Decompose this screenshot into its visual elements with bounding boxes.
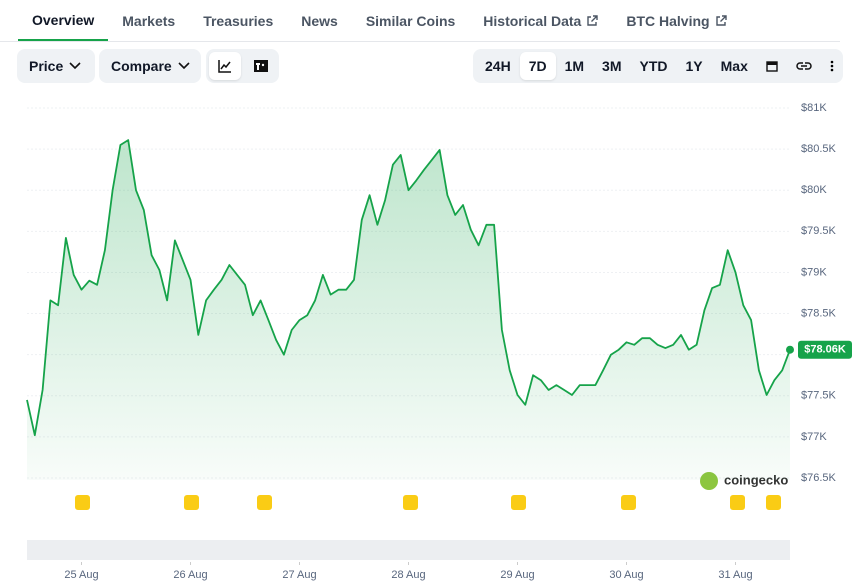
event-icons — [75, 495, 781, 510]
x-tick-label: 30 Aug — [609, 569, 643, 581]
x-tick-label: 26 Aug — [173, 569, 207, 581]
tab[interactable]: News — [287, 0, 352, 41]
range-button[interactable]: 7D — [519, 52, 556, 80]
range-button[interactable]: Max — [712, 52, 757, 80]
tab-label: News — [301, 12, 338, 29]
dropdown[interactable]: Compare — [102, 52, 199, 80]
x-tick-label: 27 Aug — [282, 569, 316, 581]
external-icon — [587, 14, 599, 26]
tab[interactable]: Treasuries — [189, 0, 287, 41]
dropdown-group: Compare — [99, 49, 201, 83]
tab[interactable]: Markets — [108, 0, 189, 41]
chart-style-group — [206, 49, 279, 83]
range-button-label: 3M — [602, 58, 622, 74]
price-area — [27, 140, 790, 480]
range-button-label: Max — [720, 58, 748, 74]
tab[interactable]: BTC Halving — [612, 0, 740, 41]
volume-band — [27, 540, 790, 560]
external-icon — [715, 14, 727, 26]
tradingview-button[interactable] — [245, 52, 277, 80]
y-tick-label: $76.5K — [801, 472, 837, 484]
price-line — [26, 139, 791, 437]
x-tick-label: 25 Aug — [64, 569, 98, 581]
tab-label: Treasuries — [203, 12, 274, 29]
y-tick-label: $81K — [801, 102, 827, 114]
tab-label: Historical Data — [483, 12, 582, 29]
range-button[interactable]: 1M — [556, 52, 593, 80]
tab[interactable]: Historical Data — [469, 0, 612, 41]
last-price-badge — [798, 340, 852, 359]
y-tick-label: $77.5K — [801, 390, 837, 402]
last-price-label: $78.06K — [804, 344, 846, 356]
link-button[interactable] — [787, 52, 821, 80]
toolbar: Price Compare 24H 7D 1M 3M YTD 1Y Max — [17, 49, 843, 83]
tab-bar: Overview Markets Treasuries News Similar Coi… — [0, 0, 840, 42]
range-button[interactable]: YTD — [631, 52, 677, 80]
range-button-label: 7D — [528, 58, 547, 74]
last-point — [786, 345, 794, 354]
y-tick-label: $78.5K — [801, 307, 837, 319]
tab[interactable]: Overview — [18, 0, 109, 41]
y-tick-label: $79.5K — [801, 225, 837, 237]
tab-label: Markets — [122, 12, 176, 29]
dropdown-label: Price — [29, 58, 64, 74]
y-tick-label: $77K — [801, 431, 827, 443]
range-button-label: 1M — [564, 58, 585, 74]
range-button-label: 1Y — [685, 58, 703, 74]
line-chart-button[interactable] — [209, 52, 241, 80]
x-tick-label: 29 Aug — [500, 569, 534, 581]
dropdown-label: Compare — [111, 58, 172, 74]
tab-label: Overview — [32, 11, 95, 28]
y-tick-label: $80K — [801, 184, 827, 196]
range-button[interactable]: 1Y — [677, 52, 712, 80]
x-tick-label: 28 Aug — [391, 569, 425, 581]
calendar-button[interactable] — [757, 52, 787, 80]
range-button[interactable]: 3M — [593, 52, 630, 80]
chevron — [69, 62, 81, 70]
y-tick-label: $80.5K — [801, 143, 837, 155]
range-group: 24H 7D 1M 3M YTD 1Y Max — [473, 49, 843, 83]
x-tick-label: 31 Aug — [718, 569, 752, 581]
tab[interactable]: Similar Coins — [352, 0, 469, 41]
y-tick-label: $79K — [801, 266, 827, 278]
more-button[interactable] — [821, 52, 843, 80]
dropdown-group: Price — [17, 49, 95, 83]
range-button[interactable]: 24H — [476, 52, 520, 80]
range-button-label: YTD — [639, 58, 668, 74]
tab-label: BTC Halving — [626, 12, 710, 29]
tab-label: Similar Coins — [365, 12, 456, 29]
dropdown[interactable]: Price — [20, 52, 90, 80]
chevron — [178, 62, 190, 70]
range-button-label: 24H — [485, 58, 511, 74]
